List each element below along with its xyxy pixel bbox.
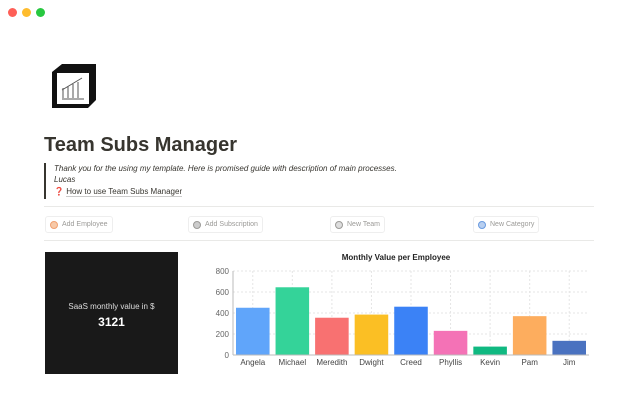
callout-text: Thank you for the using my template. Her… bbox=[54, 164, 397, 173]
maximize-window-button[interactable] bbox=[36, 8, 45, 17]
new-team-button[interactable]: New Team bbox=[330, 216, 385, 233]
add-subscription-label: Add Subscription bbox=[205, 221, 258, 228]
add-employee-label: Add Employee bbox=[62, 221, 108, 228]
notion-cube-chart-icon bbox=[52, 64, 96, 108]
bar-dwight bbox=[354, 314, 389, 355]
callout-signature: Lucas bbox=[54, 175, 76, 184]
callout: Thank you for the using my template. Her… bbox=[44, 163, 397, 199]
page-title: Team Subs Manager bbox=[44, 134, 238, 156]
new-team-label: New Team bbox=[347, 221, 380, 228]
bar-michael bbox=[275, 287, 310, 355]
how-to-link[interactable]: ❓ How to use Team Subs Manager bbox=[54, 187, 183, 197]
chart-title: Monthly Value per Employee bbox=[342, 253, 451, 262]
x-tick-label: Creed bbox=[400, 358, 422, 367]
y-tick-label: 200 bbox=[216, 330, 230, 339]
new-category-button[interactable]: New Category bbox=[473, 216, 540, 233]
x-tick-label: Michael bbox=[279, 358, 307, 367]
plus-circle-icon bbox=[50, 220, 58, 229]
how-to-link-label: How to use Team Subs Manager bbox=[66, 187, 183, 197]
close-window-button[interactable] bbox=[8, 8, 17, 17]
y-tick-label: 0 bbox=[225, 351, 230, 360]
bar-creed bbox=[394, 306, 428, 355]
x-tick-label: Phyllis bbox=[439, 358, 462, 367]
x-tick-label: Meredith bbox=[316, 358, 347, 367]
x-tick-label: Angela bbox=[240, 358, 265, 367]
x-tick-label: Kevin bbox=[480, 358, 500, 367]
metric-value: 3121 bbox=[98, 315, 125, 329]
divider bbox=[44, 206, 594, 207]
minimize-window-button[interactable] bbox=[22, 8, 31, 17]
y-tick-label: 400 bbox=[216, 309, 230, 318]
plus-circle-icon bbox=[193, 220, 201, 229]
bar-phyllis bbox=[433, 330, 468, 355]
bar-meredith bbox=[315, 317, 349, 355]
new-category-label: New Category bbox=[490, 221, 535, 228]
bar-kevin bbox=[473, 346, 507, 355]
metric-label: SaaS monthly value in $ bbox=[68, 302, 155, 311]
add-subscription-button[interactable]: Add Subscription bbox=[188, 216, 263, 233]
question-icon: ❓ bbox=[54, 187, 64, 196]
bar-pam bbox=[512, 316, 547, 355]
bar-jim bbox=[552, 340, 586, 355]
bar-angela bbox=[236, 307, 270, 355]
x-tick-label: Pam bbox=[521, 358, 538, 367]
y-tick-label: 800 bbox=[216, 267, 230, 276]
divider bbox=[44, 240, 594, 241]
x-tick-label: Jim bbox=[563, 358, 576, 367]
x-tick-label: Dwight bbox=[359, 358, 384, 367]
y-tick-label: 600 bbox=[216, 288, 230, 297]
plus-circle-icon bbox=[478, 220, 486, 229]
add-employee-button[interactable]: Add Employee bbox=[45, 216, 113, 233]
plus-circle-icon bbox=[335, 220, 343, 229]
metric-card: SaaS monthly value in $ 3121 bbox=[45, 252, 178, 374]
